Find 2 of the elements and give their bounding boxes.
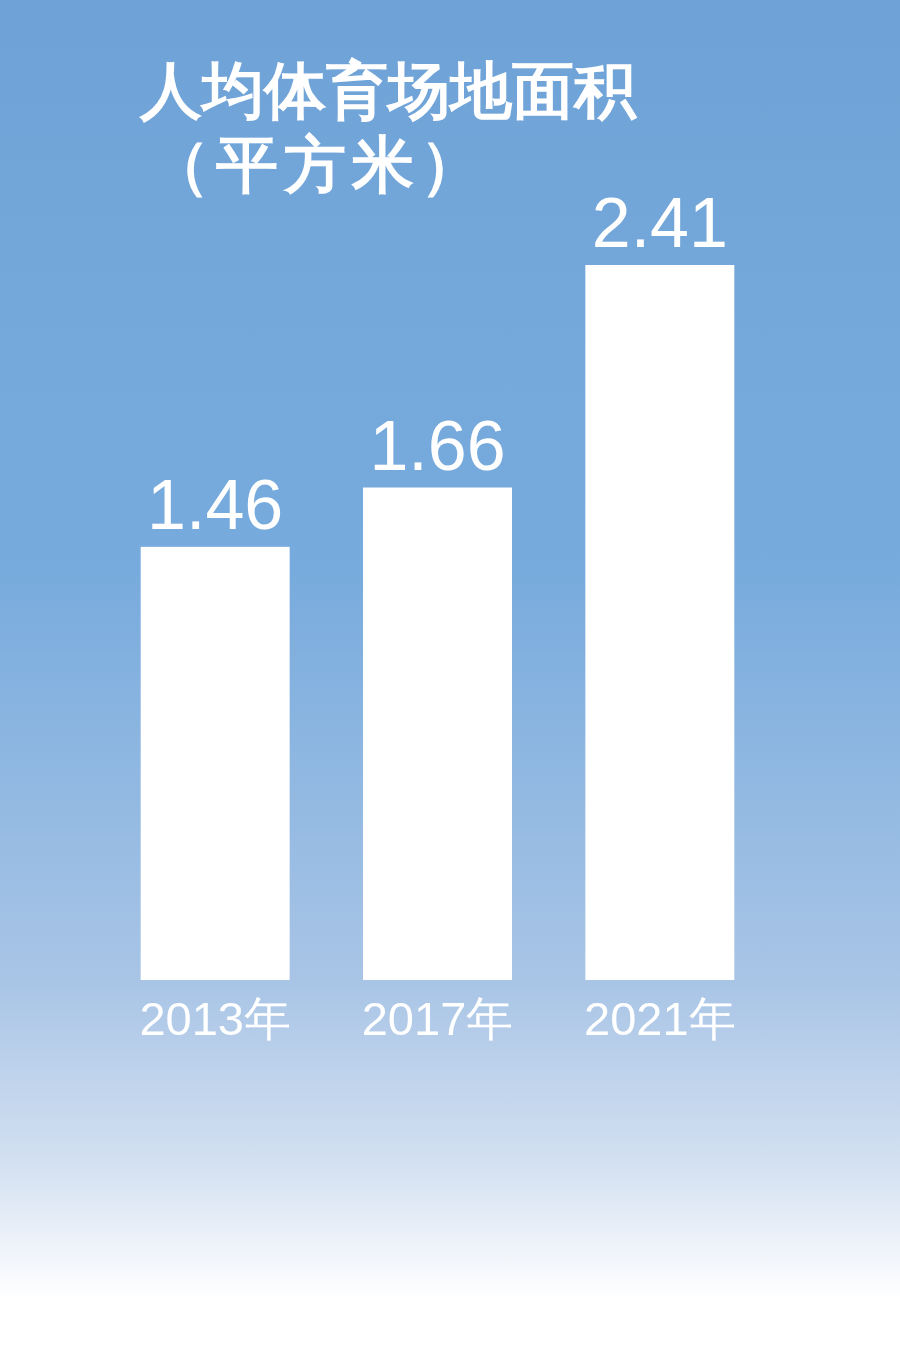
title: 人均体育场地面积 bbox=[140, 56, 636, 125]
subtitle: （平方米） bbox=[148, 130, 488, 199]
